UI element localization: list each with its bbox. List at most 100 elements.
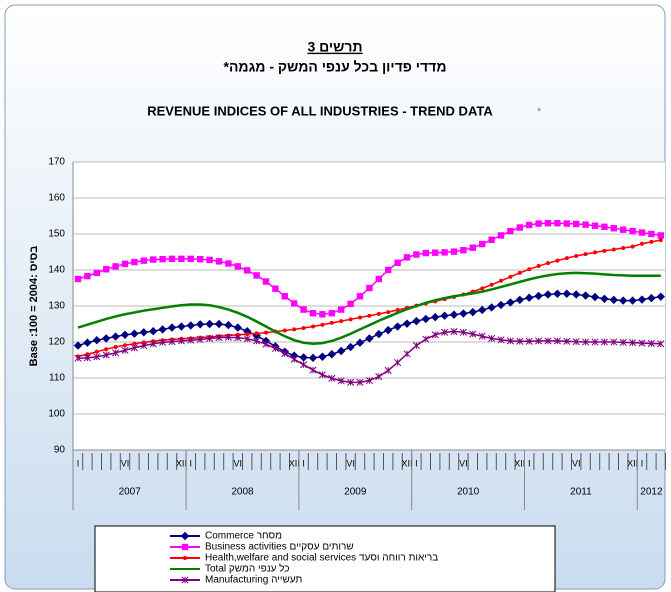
chart-title: REVENUE INDICES OF ALL INDUSTRIES - TREN… — [147, 103, 493, 118]
point — [159, 256, 166, 263]
point — [543, 290, 553, 299]
point — [318, 371, 326, 379]
point — [412, 342, 420, 350]
point — [583, 252, 588, 257]
x-tick-label: I — [528, 458, 531, 468]
point — [431, 331, 439, 339]
point — [177, 337, 185, 345]
point — [225, 260, 232, 267]
point — [328, 310, 335, 317]
point — [245, 332, 250, 337]
point — [104, 347, 109, 352]
point — [516, 337, 524, 345]
point — [525, 293, 534, 302]
point — [234, 334, 242, 342]
y-tick-label: 90 — [54, 445, 66, 456]
point — [630, 244, 635, 249]
point — [393, 322, 402, 331]
x-tick-label: XII — [176, 458, 187, 468]
point — [562, 289, 571, 298]
point — [214, 319, 224, 329]
point — [356, 293, 364, 300]
point — [319, 311, 326, 318]
point — [83, 354, 91, 362]
point — [85, 352, 90, 357]
point — [497, 232, 505, 239]
point — [132, 341, 137, 346]
point — [638, 339, 646, 347]
point — [111, 332, 120, 341]
point — [460, 247, 467, 254]
point — [347, 300, 354, 308]
point — [628, 296, 637, 305]
point — [499, 278, 503, 283]
point — [253, 272, 260, 279]
point — [168, 255, 176, 263]
point — [358, 315, 362, 320]
point — [573, 220, 580, 228]
point — [309, 366, 317, 374]
point — [658, 238, 663, 243]
point — [311, 324, 315, 329]
point — [553, 337, 561, 345]
point — [234, 263, 241, 270]
point — [178, 255, 185, 263]
point — [329, 320, 334, 325]
point — [281, 293, 288, 300]
point — [272, 285, 279, 292]
y-axis-label: Base :100 = 2004: בסיס — [28, 246, 40, 367]
point — [574, 253, 579, 258]
point — [375, 373, 383, 381]
point — [300, 306, 307, 313]
point — [581, 291, 590, 300]
point — [167, 323, 177, 332]
point — [159, 338, 167, 346]
point — [103, 266, 110, 273]
point — [544, 337, 552, 345]
point — [489, 282, 494, 287]
point — [243, 335, 251, 343]
point — [120, 330, 130, 339]
point — [488, 236, 495, 243]
point — [206, 256, 213, 264]
point — [215, 258, 223, 265]
year-label: 2008 — [231, 487, 254, 498]
point — [648, 230, 655, 238]
point — [602, 248, 607, 253]
point — [92, 336, 101, 345]
point — [610, 338, 618, 346]
point — [328, 374, 336, 382]
point — [384, 366, 392, 374]
point — [422, 249, 429, 257]
point — [402, 319, 412, 328]
point — [102, 334, 111, 343]
point — [563, 220, 570, 227]
point — [469, 330, 477, 338]
point — [544, 220, 552, 227]
point — [365, 334, 374, 343]
point — [553, 289, 562, 298]
point — [375, 275, 382, 283]
point — [431, 312, 440, 322]
point — [403, 254, 411, 261]
point — [590, 292, 600, 302]
point — [93, 269, 100, 277]
point — [517, 270, 522, 275]
point — [253, 337, 261, 345]
y-tick-label: 130 — [48, 301, 65, 312]
y-tick-label: 160 — [48, 193, 65, 204]
point — [327, 350, 336, 359]
point — [657, 232, 664, 239]
chart-label: תרשים 3 — [307, 39, 362, 55]
point — [480, 286, 485, 291]
x-tick-label: VI — [346, 458, 355, 468]
point — [508, 274, 513, 279]
x-tick-label: XII — [289, 458, 300, 468]
point — [291, 300, 298, 307]
point — [139, 328, 148, 337]
point — [421, 314, 430, 324]
point — [629, 227, 636, 235]
point — [591, 338, 599, 346]
point — [123, 343, 127, 348]
point — [412, 316, 421, 326]
